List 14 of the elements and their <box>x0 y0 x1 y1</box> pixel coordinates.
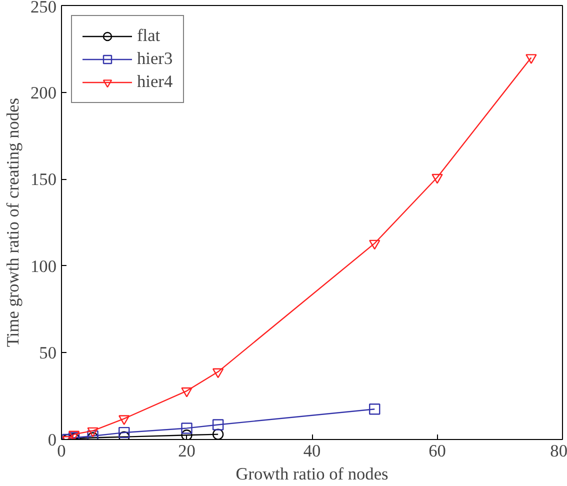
y-axis-title: Time growth ratio of creating nodes <box>4 98 23 348</box>
x-tick-label: 40 <box>303 442 321 460</box>
y-tick-label: 250 <box>30 0 57 16</box>
y-tick-label: 200 <box>30 83 57 102</box>
legend-label: hier4 <box>137 72 173 92</box>
x-axis-title: Growth ratio of nodes <box>236 464 389 484</box>
legend-label: hier3 <box>137 49 173 69</box>
y-tick-label: 50 <box>39 344 56 363</box>
y-tick-label: 150 <box>30 170 57 190</box>
y-tick-label: 100 <box>30 256 57 276</box>
x-tick-label: 20 <box>178 442 196 460</box>
x-tick-label: 80 <box>550 442 567 460</box>
legend-label: flat <box>137 26 160 46</box>
x-tick-label: 60 <box>428 442 446 460</box>
